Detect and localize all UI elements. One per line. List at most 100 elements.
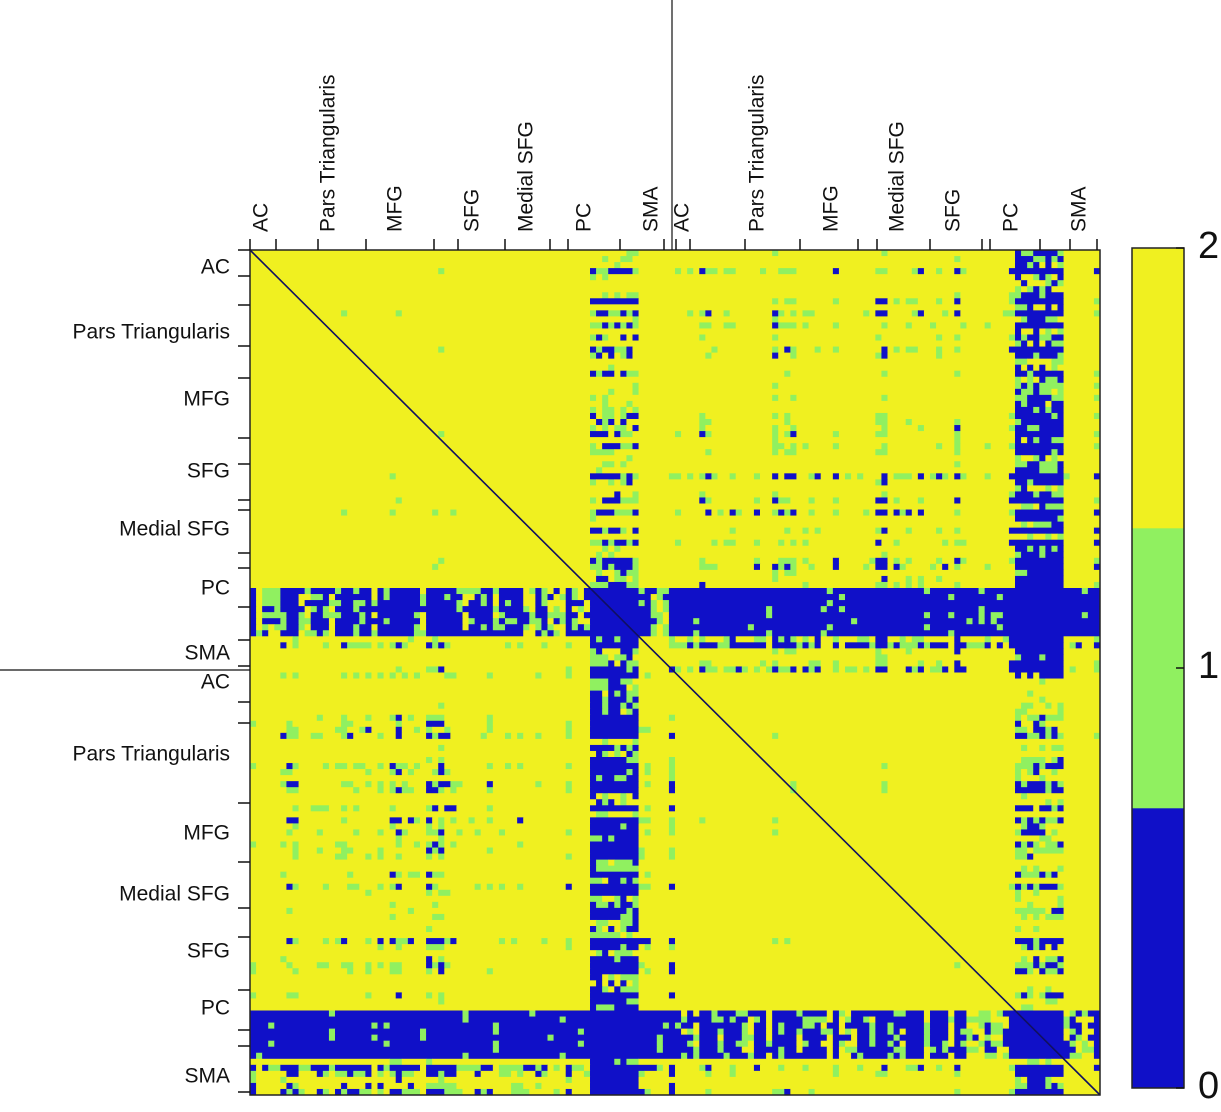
- heatmap-cell-run: [796, 569, 1016, 577]
- heatmap-cell-run: [699, 419, 712, 426]
- heatmap-cell-run: [881, 787, 888, 794]
- heatmap-cell-run: [250, 926, 427, 933]
- heatmap-cell-run: [1057, 968, 1064, 975]
- heatmap-cell-run: [984, 563, 992, 571]
- heatmap-cell-run: [250, 775, 591, 782]
- heatmap-cell-run: [1093, 1064, 1101, 1072]
- heatmap-cell-run: [395, 944, 403, 951]
- heatmap-cell-run: [250, 829, 287, 836]
- heatmap-cell-run: [887, 642, 894, 649]
- heatmap-cell-run: [638, 425, 700, 432]
- heatmap-cell-run: [1057, 769, 1101, 776]
- heatmap-cell-run: [590, 678, 609, 685]
- heatmap-cell-run: [1045, 871, 1052, 879]
- heatmap-cell-run: [638, 581, 700, 589]
- heatmap-cell-run: [814, 497, 834, 504]
- heatmap-cell-run: [450, 962, 591, 969]
- heatmap-cell-run: [626, 702, 633, 710]
- heatmap-cell-run: [1008, 268, 1064, 275]
- heatmap-cell-run: [960, 437, 1016, 444]
- heatmap-cell-run: [347, 853, 366, 861]
- heatmap-cell-run: [250, 1046, 494, 1054]
- heatmap-cell-run: [687, 268, 694, 275]
- heatmap-cell-run: [1057, 871, 1101, 879]
- heatmap-cell-run: [620, 895, 627, 903]
- heatmap-cell-run: [250, 678, 591, 685]
- heatmap-cell-run: [990, 636, 1004, 643]
- heatmap-cell-run: [450, 938, 457, 945]
- heatmap-cell-run: [1093, 732, 1101, 740]
- heatmap-cell-run: [626, 998, 639, 1005]
- heatmap-cell-run: [954, 425, 961, 432]
- heatmap-cell-run: [984, 636, 992, 643]
- heatmap-cell-run: [298, 1064, 312, 1072]
- heatmap-cell-run: [1021, 382, 1028, 390]
- heatmap-cell-run: [905, 298, 919, 305]
- heatmap-cell-run: [668, 944, 676, 951]
- heatmap-cell-run: [383, 1088, 391, 1096]
- heatmap-cell-run: [972, 1028, 986, 1036]
- heatmap-cell-run: [256, 588, 263, 595]
- heatmap-cell-run: [450, 509, 457, 516]
- heatmap-cell-run: [796, 298, 834, 305]
- heatmap-cell-run: [887, 1040, 894, 1048]
- heatmap-cell-run: [268, 1040, 275, 1048]
- heatmap-cell-run: [310, 606, 318, 613]
- heatmap-cell-run: [286, 763, 293, 770]
- heatmap-cell-run: [1045, 744, 1052, 752]
- heatmap-cell-run: [407, 672, 415, 679]
- heatmap-cell-run: [632, 696, 639, 704]
- heatmap-cell-run: [1027, 304, 1034, 311]
- heatmap-cell-run: [796, 539, 803, 547]
- heatmap-cell-run: [341, 805, 348, 812]
- heatmap-cell-run: [590, 346, 597, 354]
- heatmap-cell-run: [1057, 449, 1064, 456]
- heatmap-cell-run: [250, 594, 257, 601]
- heatmap-cell-run: [1002, 594, 1101, 601]
- heatmap-cell-run: [620, 980, 627, 987]
- heatmap-cell-run: [863, 563, 870, 571]
- heatmap-cell-run: [401, 841, 415, 848]
- heatmap-cell-run: [966, 539, 1010, 547]
- heatmap-cell-run: [280, 606, 306, 613]
- heatmap-cell-run: [1027, 425, 1040, 432]
- heatmap-cell-run: [741, 666, 749, 673]
- heatmap-cell-run: [1027, 479, 1034, 486]
- heatmap-cell-run: [1039, 425, 1064, 432]
- heatmap-cell-run: [620, 913, 633, 921]
- heatmap-cell-run: [590, 642, 639, 649]
- heatmap-cell-run: [899, 636, 907, 643]
- heatmap-cell-run: [413, 726, 421, 734]
- heatmap-cell-run: [1069, 1034, 1077, 1042]
- heatmap-cell-run: [1033, 274, 1040, 281]
- heatmap-cell-run: [826, 588, 834, 595]
- heatmap-cell-run: [565, 787, 573, 794]
- colorbar-tick-label: 2: [1198, 225, 1219, 267]
- heatmap-cell-run: [298, 823, 391, 830]
- heatmap-cell-run: [905, 509, 913, 516]
- heatmap-cell-run: [608, 835, 615, 842]
- heatmap-cell-run: [371, 588, 378, 595]
- heatmap-cell-run: [438, 998, 445, 1005]
- heatmap-cell-run: [620, 479, 627, 486]
- heatmap-cell-run: [632, 950, 1101, 957]
- heatmap-cell-run: [814, 563, 834, 571]
- heatmap-cell-run: [492, 1064, 500, 1072]
- heatmap-cell-run: [1027, 672, 1034, 679]
- heatmap-cell-run: [274, 624, 287, 631]
- heatmap-cell-run: [438, 956, 445, 963]
- heatmap-cell-run: [808, 660, 822, 667]
- heatmap-cell-run: [802, 1016, 828, 1023]
- heatmap-cell-run: [681, 1016, 688, 1023]
- heatmap-cell-run: [407, 781, 427, 788]
- heatmap-cell-run: [875, 419, 888, 426]
- heatmap-cell-run: [359, 672, 366, 679]
- heatmap-cell-run: [1021, 871, 1040, 879]
- heatmap-cell-run: [608, 388, 615, 396]
- heatmap-cell-run: [426, 612, 463, 619]
- heatmap-cell-run: [590, 901, 597, 909]
- heatmap-cell-run: [280, 594, 299, 601]
- heatmap-cell-run: [395, 787, 403, 794]
- heatmap-cell-run: [650, 769, 670, 776]
- heatmap-cell-run: [717, 666, 724, 673]
